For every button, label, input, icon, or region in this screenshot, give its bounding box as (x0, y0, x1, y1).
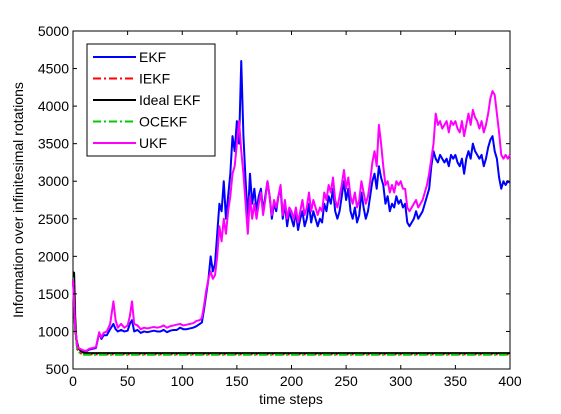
x-tick-label: 150 (225, 373, 249, 389)
x-tick-label: 100 (171, 373, 195, 389)
x-tick-label: 50 (120, 373, 136, 389)
y-axis-label: Information over infinitesimal rotations (10, 82, 26, 318)
y-tick-label: 4500 (38, 61, 69, 77)
legend-label: UKF (139, 135, 167, 151)
y-tick-label: 1500 (38, 286, 69, 302)
x-tick-label: 300 (389, 373, 413, 389)
series-line-ekf (72, 60, 511, 353)
x-tick-label: 250 (334, 373, 358, 389)
y-tick-label: 2500 (38, 211, 69, 227)
y-tick-label: 2000 (38, 248, 69, 264)
series-layer (72, 60, 511, 356)
x-axis-label: time steps (259, 391, 323, 407)
legend-label: OCEKF (139, 114, 187, 130)
y-tick-label: 4000 (38, 98, 69, 114)
legend-label: IEKF (139, 71, 170, 87)
x-tick-label: 400 (498, 373, 522, 389)
y-tick-label: 3000 (38, 173, 69, 189)
axis-ticks: 0 50 100 150 200 250 300 350 400 500 1000 1500 2000 2… (38, 23, 522, 389)
y-tick-label: 3500 (38, 136, 69, 152)
x-tick-label: 200 (280, 373, 304, 389)
y-tick-label: 500 (46, 361, 70, 377)
series-line-ocekf (72, 277, 510, 356)
legend-label: Ideal EKF (139, 92, 200, 108)
legend-label: EKF (139, 49, 166, 65)
series-line-ukf (72, 90, 511, 352)
y-tick-label: 1000 (38, 323, 69, 339)
x-tick-label: 350 (444, 373, 468, 389)
x-tick-label: 0 (69, 373, 77, 389)
legend: EKF IEKF Ideal EKF OCEKF UKF (86, 43, 216, 157)
y-tick-label: 5000 (38, 23, 69, 39)
